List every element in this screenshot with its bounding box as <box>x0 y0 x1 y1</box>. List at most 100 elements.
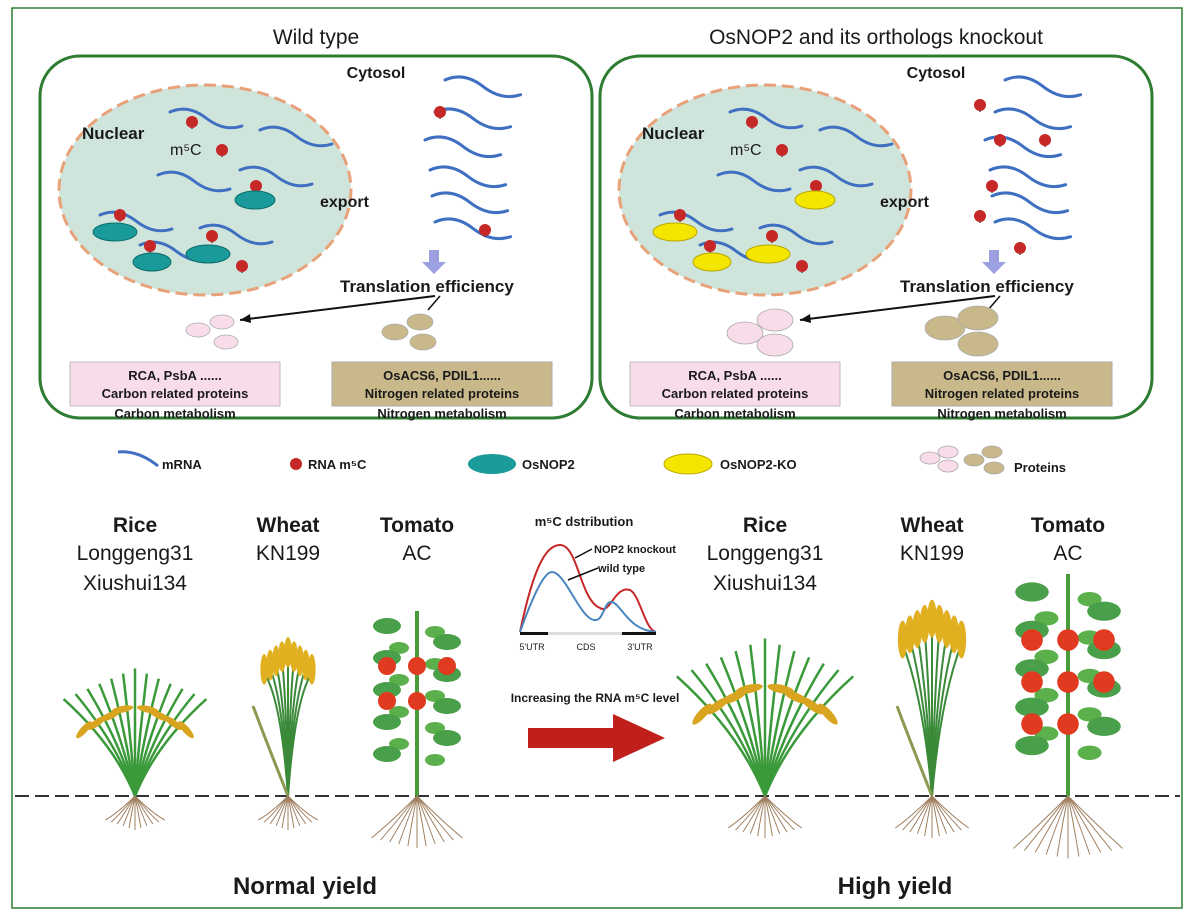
tomato-fruit <box>1057 713 1079 735</box>
cultivar-name: KN199 <box>256 542 320 565</box>
arrow-to-carbon <box>799 295 996 321</box>
root <box>1067 795 1113 851</box>
tomato-leaf <box>1087 716 1121 737</box>
tomato-fruit <box>1093 671 1115 693</box>
arrowhead-icon <box>240 314 251 323</box>
wheat-ear <box>302 649 310 681</box>
mrna-strand <box>818 125 894 148</box>
rice-grain <box>76 721 92 739</box>
cultivar-name: KN199 <box>900 542 964 565</box>
root <box>894 795 933 829</box>
yield-label: Normal yield <box>233 873 377 900</box>
m5c-dot <box>810 180 822 192</box>
root <box>916 795 933 835</box>
osnop2-legend-icon <box>468 454 516 474</box>
root <box>371 795 418 839</box>
protein-oval <box>409 333 437 351</box>
wild-type-pointer <box>567 567 599 581</box>
root <box>735 795 766 831</box>
tomato-leaf <box>425 722 445 734</box>
m5c-legend-icon <box>290 458 302 470</box>
protein-oval <box>213 334 239 350</box>
tomato-fruit <box>1021 713 1043 735</box>
wheat-ear <box>934 604 945 643</box>
carbon-genes: RCA, PsbA ...... <box>688 368 781 383</box>
cultivar-name: Xiushui134 <box>83 572 187 595</box>
mrna-strand <box>156 170 232 193</box>
root <box>134 795 148 827</box>
yield-label: High yield <box>838 873 953 900</box>
root <box>407 795 418 847</box>
tomato-leaf <box>433 634 461 650</box>
root <box>1045 795 1069 855</box>
rice-grain <box>164 715 183 730</box>
root <box>931 795 962 831</box>
tomato-leaf <box>425 754 445 766</box>
root <box>287 795 301 827</box>
rice-grain <box>111 705 134 714</box>
wheat-ear <box>949 615 959 654</box>
tomato-fruit <box>1021 671 1043 693</box>
protein-oval <box>924 315 966 341</box>
m5c-dot <box>250 180 262 192</box>
tomato-fruit <box>1021 629 1043 651</box>
root <box>749 795 766 835</box>
arrowhead-icon <box>800 314 811 323</box>
rice-grain <box>99 710 120 722</box>
protein-oval <box>983 461 1005 475</box>
high-yield-group: Rice Longgeng31 Xiushui134 Wheat KN199 Tomato… <box>675 514 1123 900</box>
root <box>416 795 454 841</box>
mrna-strand <box>98 210 174 233</box>
m5c-dot <box>114 209 126 221</box>
protein-oval <box>756 333 794 357</box>
wild-type-curve <box>519 570 657 633</box>
arrow-to-carbon <box>239 295 436 321</box>
root <box>1067 795 1091 855</box>
tomato-leaf <box>1015 582 1049 602</box>
wheat-ear <box>307 654 316 685</box>
right-arrow-icon <box>528 714 665 762</box>
species-name: Wheat <box>901 514 964 537</box>
rice-leaf <box>133 698 208 797</box>
root <box>764 795 788 833</box>
arrow-to-nitrogen <box>427 295 441 311</box>
rice-grain <box>692 703 712 725</box>
tomato-leaf <box>1015 659 1049 679</box>
m5c-dot <box>186 116 198 128</box>
knockout-pointer <box>574 548 593 559</box>
wheat-ear <box>296 645 304 677</box>
root <box>389 795 418 843</box>
tomato-leaf <box>1034 688 1059 703</box>
rice-grain <box>178 721 194 739</box>
mrna-strand <box>728 107 804 130</box>
tomato-fruit <box>408 692 426 710</box>
m5c-dot <box>236 260 248 272</box>
root <box>764 795 773 837</box>
nitrogen-metabolism-label: Nitrogen metabolism <box>937 406 1066 421</box>
tomato-fruit <box>378 657 396 675</box>
legend: mRNA RNA m⁵C OsNOP2 OsNOP2-KO Proteins <box>117 445 1066 475</box>
m5c-distribution-plot: m⁵C dstribution NOP2 knockout wild type 5'U… <box>519 514 676 652</box>
mrna-strand <box>430 191 510 215</box>
root <box>1067 795 1080 857</box>
tomato-leaf <box>1015 736 1049 756</box>
legend-m5c: RNA m⁵C <box>308 457 367 472</box>
utr3-bar <box>622 632 656 635</box>
panel-title: Wild type <box>273 26 359 49</box>
root <box>380 795 418 841</box>
nitrogen-protein-box <box>891 361 1113 407</box>
m5c-label: m⁵C <box>730 142 762 159</box>
root <box>263 795 289 823</box>
tomato-leaf <box>433 730 461 746</box>
export-label: export <box>880 194 930 211</box>
tomato-leaf <box>1034 611 1059 626</box>
species-name: Rice <box>743 514 787 537</box>
root <box>1056 795 1069 857</box>
m5c-dot <box>216 144 228 156</box>
cds-bar <box>548 632 622 635</box>
root <box>1034 795 1069 853</box>
cell-outline <box>598 54 1154 420</box>
down-arrow-icon <box>422 250 446 274</box>
legend-osnop2-ko: OsNOP2-KO <box>720 457 797 472</box>
tomato-fruit <box>438 657 456 675</box>
